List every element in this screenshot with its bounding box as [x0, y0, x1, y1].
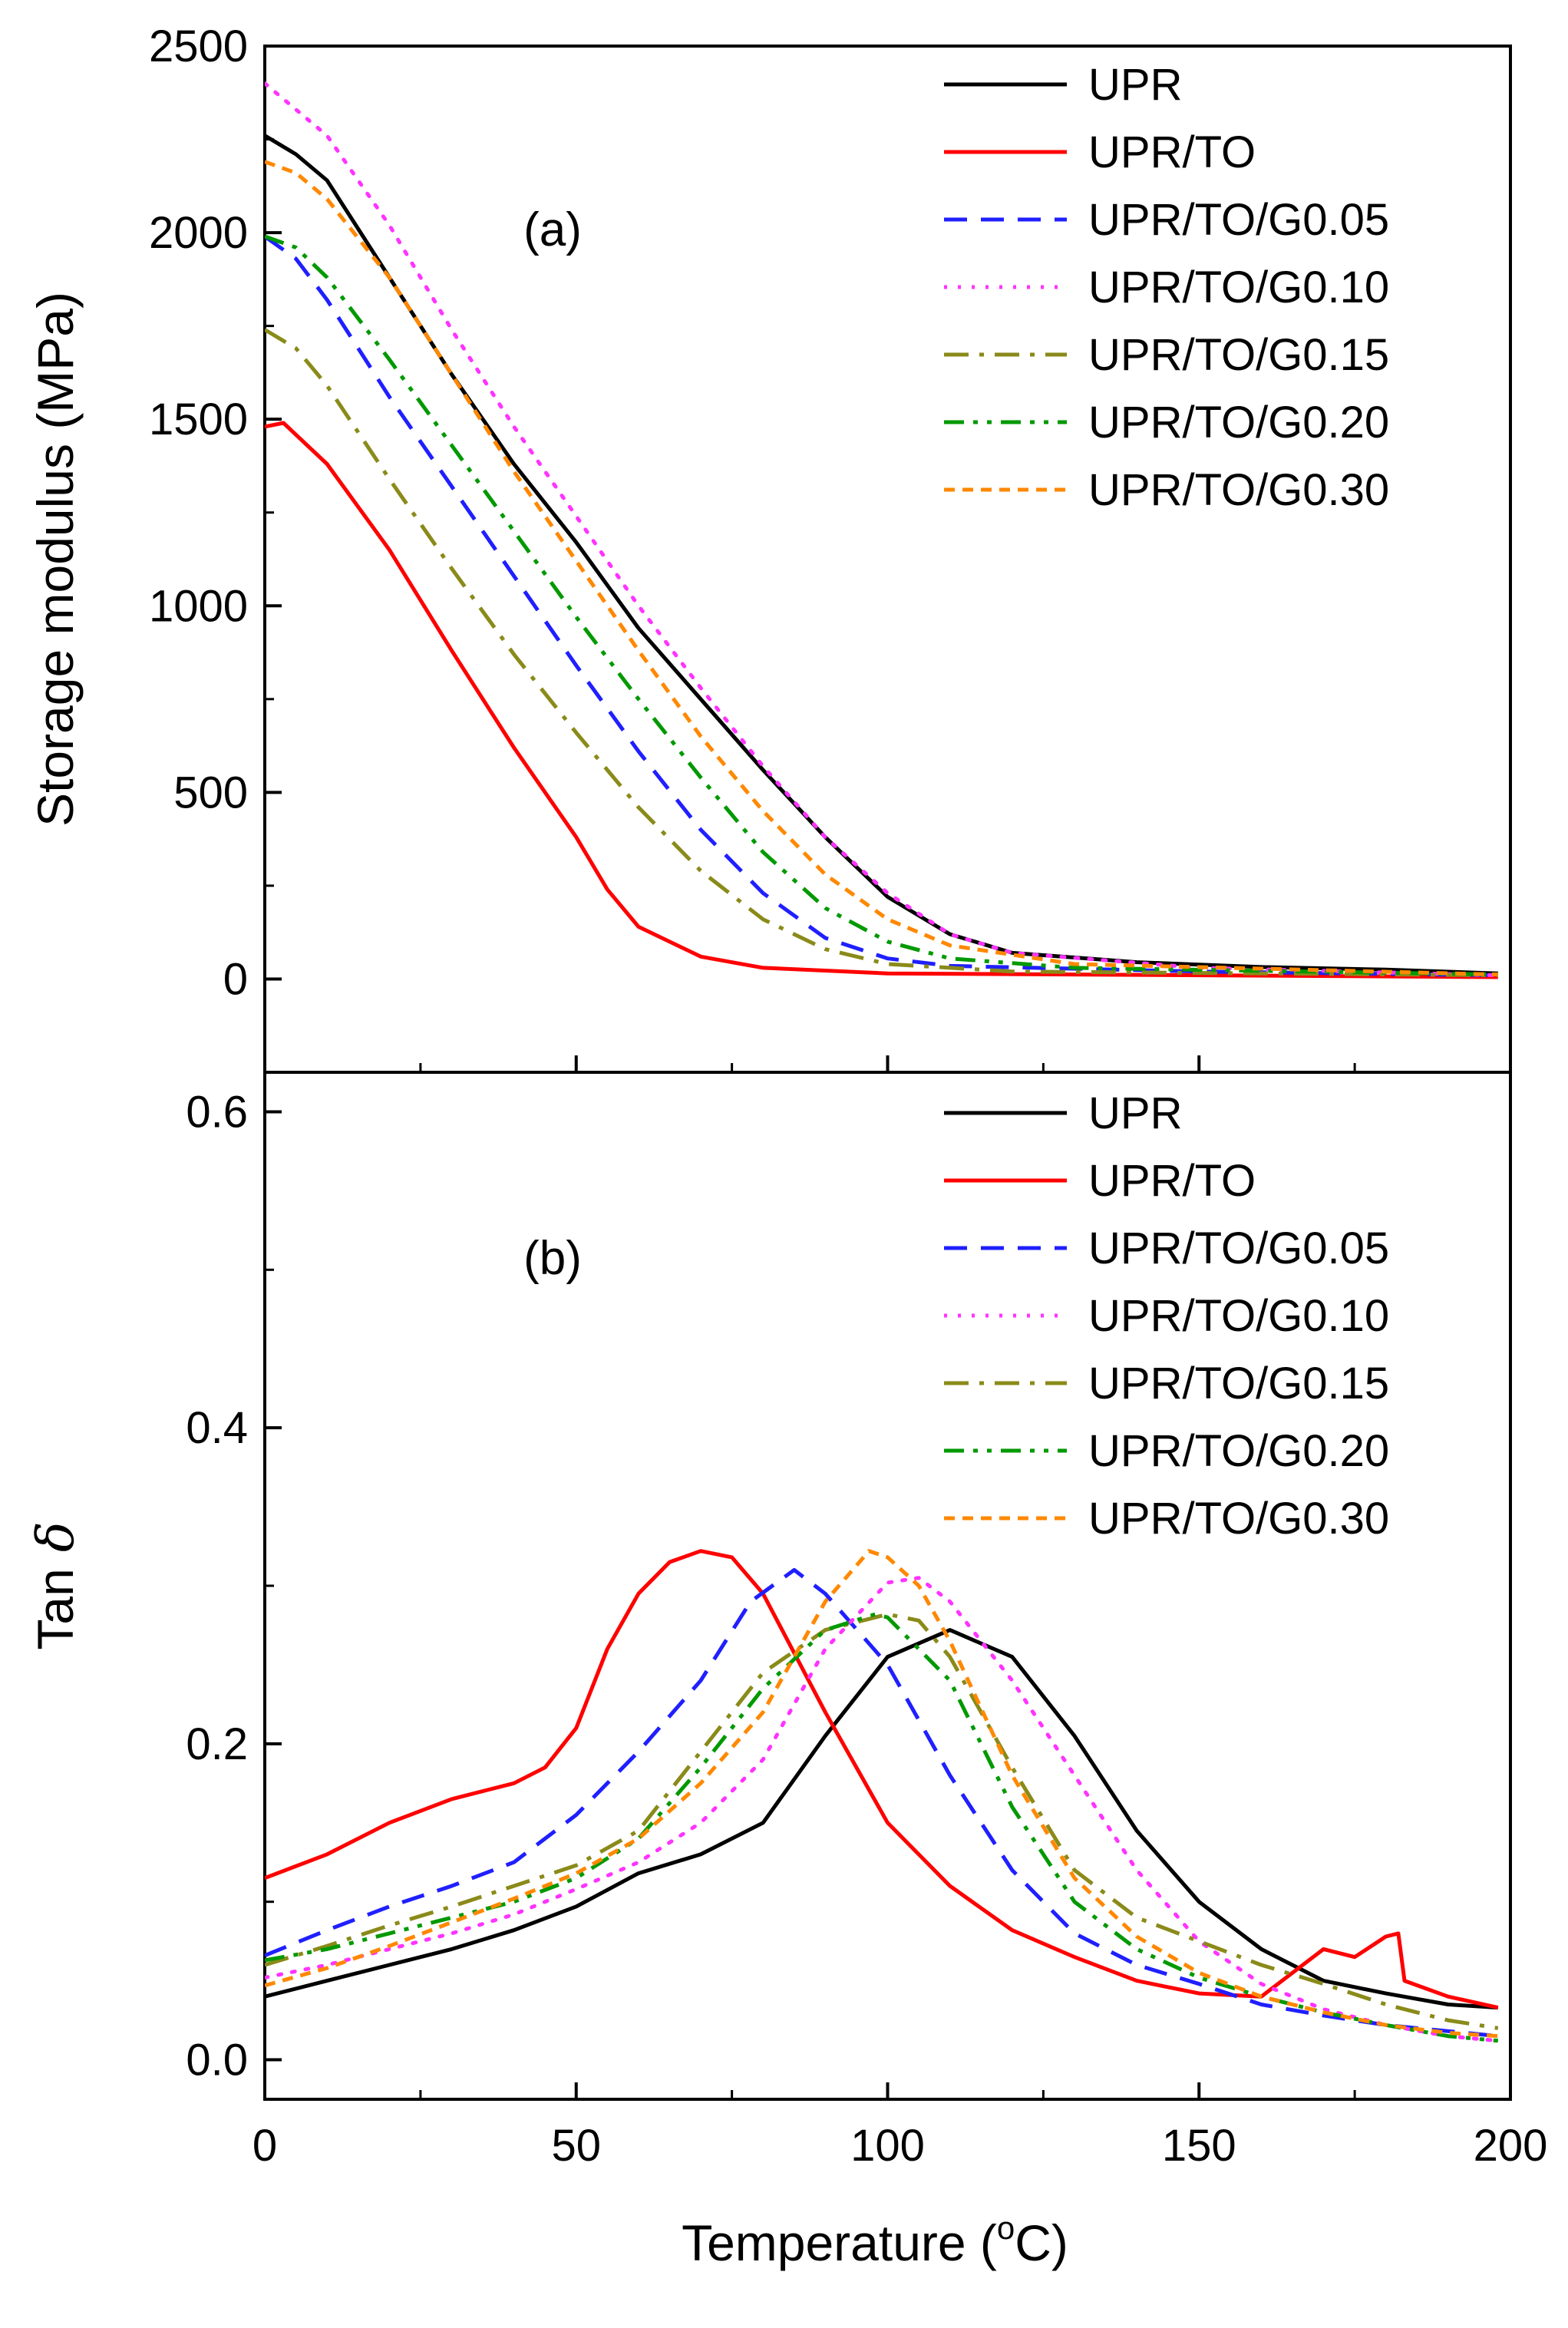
x-tick-label: 50 [551, 2121, 601, 2171]
y-tick-label: 0.0 [186, 2036, 248, 2085]
panel-label: (a) [523, 203, 582, 256]
x-tick-label: 150 [1162, 2121, 1236, 2171]
series-line-upr-to-g0-10 [265, 81, 1500, 978]
legend-label: UPR/TO/G0.20 [1088, 1426, 1389, 1476]
legend-label: UPR/TO/G0.15 [1088, 330, 1389, 380]
legend-label: UPR [1088, 1088, 1182, 1138]
y-tick-label: 1500 [149, 395, 248, 444]
panel-b-tan-delta: 0.0 0.2 0.4 0.6 0 50 100 150 200 Tan δ (b) UPR UPR/T… [26, 1071, 1548, 2171]
series-line-upr [265, 134, 1498, 976]
series-line-upr-to-g0-20 [265, 234, 1498, 977]
y-axis-title: Tan δ [26, 1521, 85, 1649]
y-tick-label: 1000 [149, 581, 248, 631]
legend-label: UPR/TO [1088, 127, 1256, 177]
series-line-upr-to-g0-10 [265, 1576, 1500, 2043]
y-tick-label: 0 [223, 954, 248, 1004]
y-tick-label: 500 [173, 768, 248, 817]
y-axis-title: Storage modulus (MPa) [27, 292, 84, 827]
legend-label: UPR [1088, 60, 1182, 110]
x-tick-label: 0 [253, 2121, 277, 2171]
legend-label: UPR/TO/G0.15 [1088, 1359, 1389, 1408]
legend-label: UPR/TO/G0.10 [1088, 1291, 1389, 1341]
legend-label: UPR/TO/G0.05 [1088, 1223, 1389, 1273]
legend: UPR UPR/TO UPR/TO/G0.05 UPR/TO/G0.10 UPR/TO/… [944, 1088, 1389, 1544]
series-line-upr-to-g0-30 [265, 160, 1498, 977]
legend: UPR UPR/TO UPR/TO/G0.05 UPR/TO/G0.10 UPR/TO/… [944, 60, 1389, 515]
series-line-upr-to-g0-05 [265, 1567, 1499, 2039]
series-line-upr-to [265, 1549, 1499, 2010]
series-line-upr-to-g0-15 [265, 1612, 1499, 2030]
x-tick-label: 200 [1474, 2121, 1548, 2171]
x-tick-label: 100 [850, 2121, 925, 2171]
y-tick-label: 0.4 [186, 1403, 248, 1453]
legend-label: UPR/TO/G0.20 [1088, 398, 1389, 447]
series-line-upr-to-g0-15 [265, 328, 1498, 978]
series-line-upr [265, 1628, 1498, 2010]
y-tick-label: 0.2 [186, 1719, 248, 1769]
panel-label: (b) [523, 1232, 582, 1285]
x-axis-title: Temperature (oC) [682, 2210, 1068, 2271]
y-tick-label: 0.6 [186, 1087, 248, 1137]
legend-label: UPR/TO/G0.30 [1088, 1494, 1389, 1544]
y-tick-label: 2500 [149, 21, 248, 71]
panel-a-storage-modulus: 0 500 1000 1500 2000 2500 Storage modulus (MPa… [27, 21, 1512, 1074]
series-line-upr-to-g0-05 [265, 234, 1498, 978]
legend-label: UPR/TO/G0.05 [1088, 195, 1389, 245]
legend-label: UPR/TO/G0.30 [1088, 465, 1389, 515]
legend-label: UPR/TO/G0.10 [1088, 263, 1389, 312]
y-tick-label: 2000 [149, 208, 248, 258]
legend-label: UPR/TO [1088, 1156, 1256, 1206]
series-line-upr-to [265, 421, 1498, 979]
series-line-upr-to-g0-30 [265, 1549, 1498, 2039]
